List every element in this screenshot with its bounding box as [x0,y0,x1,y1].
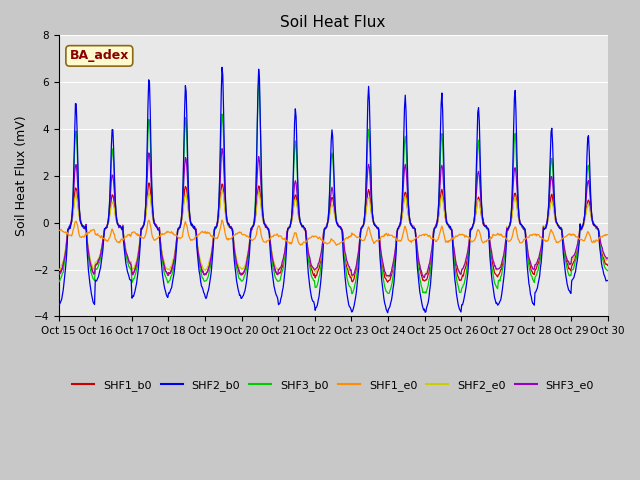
SHF3_e0 [420,275,428,280]
SHF2_b0 [384,310,392,316]
SHF3_b0 [55,278,63,284]
SHF1_e0 [55,228,63,233]
SHF1_b0 [145,180,152,186]
SHF2_b0 [121,253,129,259]
SHF2_b0 [177,220,185,226]
SHF2_e0 [55,267,63,273]
SHF3_e0 [177,220,185,226]
SHF3_b0 [177,220,185,226]
SHF1_e0 [145,217,152,223]
SHF2_b0 [55,302,63,308]
SHF1_b0 [178,216,186,222]
SHF1_e0 [207,232,214,238]
Text: BA_adex: BA_adex [70,49,129,62]
SHF2_e0 [177,222,185,228]
SHF3_e0 [401,166,408,171]
SHF1_b0 [121,244,129,250]
SHF1_b0 [417,272,425,278]
SHF3_e0 [206,262,214,267]
SHF1_b0 [55,270,63,276]
SHF1_e0 [333,242,340,248]
SHF1_b0 [65,226,72,231]
SHF1_b0 [401,189,409,195]
SHF1_b0 [604,263,611,268]
SHF2_e0 [385,275,392,280]
Line: SHF2_b0: SHF2_b0 [59,67,607,313]
SHF2_b0 [218,64,226,70]
Y-axis label: Soil Heat Flux (mV): Soil Heat Flux (mV) [15,116,28,236]
SHF2_e0 [65,225,72,231]
Line: SHF3_e0: SHF3_e0 [59,149,607,277]
SHF3_b0 [401,133,409,139]
SHF3_b0 [417,283,425,289]
SHF2_e0 [604,257,611,263]
SHF3_b0 [348,291,356,297]
SHF2_b0 [65,227,72,232]
SHF1_e0 [178,235,186,240]
SHF3_e0 [604,255,611,261]
SHF1_b0 [384,279,392,285]
SHF3_b0 [121,246,129,252]
SHF2_e0 [401,193,409,199]
SHF3_b0 [65,226,72,231]
SHF2_b0 [401,92,409,98]
SHF2_e0 [206,257,214,263]
SHF3_b0 [604,268,611,274]
SHF2_b0 [604,277,611,283]
Line: SHF3_b0: SHF3_b0 [59,82,607,294]
SHF1_b0 [207,256,214,262]
SHF3_b0 [206,267,214,273]
SHF1_e0 [121,234,129,240]
SHF3_b0 [255,79,262,85]
SHF3_e0 [121,244,129,250]
SHF2_e0 [218,188,226,193]
SHF1_e0 [401,224,409,229]
SHF3_e0 [218,146,226,152]
Title: Soil Heat Flux: Soil Heat Flux [280,15,386,30]
Legend: SHF1_b0, SHF2_b0, SHF3_b0, SHF1_e0, SHF2_e0, SHF3_e0: SHF1_b0, SHF2_b0, SHF3_b0, SHF1_e0, SHF2… [68,375,598,395]
SHF3_e0 [55,271,63,277]
Line: SHF1_b0: SHF1_b0 [59,183,607,282]
Line: SHF2_e0: SHF2_e0 [59,191,607,277]
SHF1_e0 [417,233,425,239]
SHF2_e0 [121,243,129,249]
SHF1_e0 [604,232,611,238]
SHF2_b0 [206,279,214,285]
SHF2_b0 [417,298,425,303]
SHF3_e0 [417,267,424,273]
SHF1_e0 [65,233,72,239]
SHF2_e0 [417,268,425,274]
SHF3_e0 [65,227,72,232]
Line: SHF1_e0: SHF1_e0 [59,220,607,245]
